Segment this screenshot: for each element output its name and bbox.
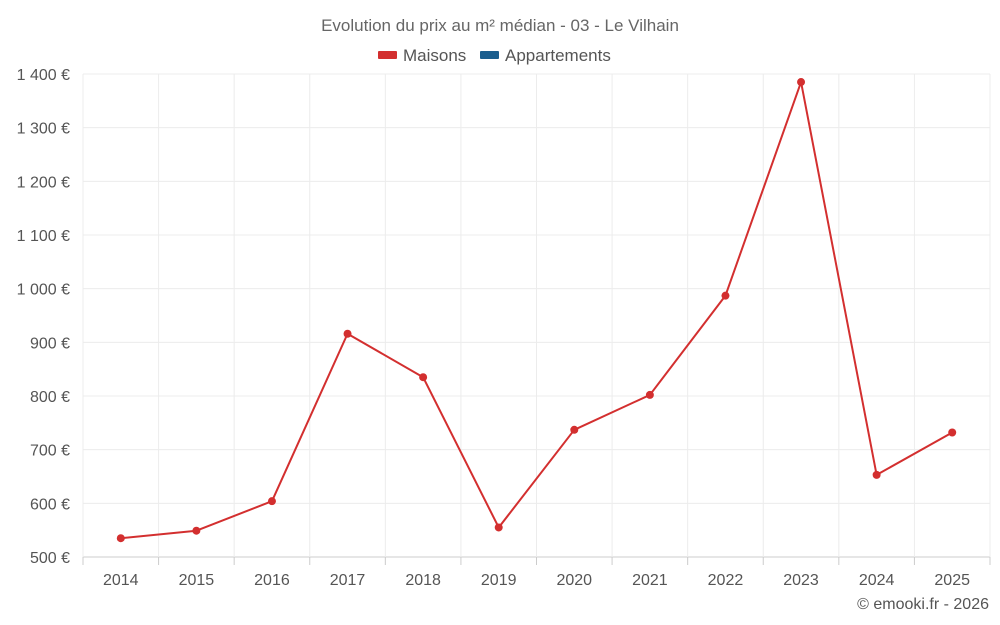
data-point[interactable] [192,526,201,535]
data-point[interactable] [116,534,125,543]
x-axis: 2014 2015 2016 2017 2018 2019 2020 2021 2022 2023… [103,572,970,589]
x-tick-label: 2021 [632,572,668,589]
x-tick-label: 2018 [405,572,441,589]
series-layer [116,78,957,543]
legend-swatch [378,51,397,59]
x-tick-label: 2022 [708,572,744,589]
credit-text: © emooki.fr - 2026 [857,596,989,613]
series-line [120,81,953,540]
x-tick-label: 2020 [556,572,592,589]
data-point[interactable] [267,497,276,506]
x-tick-label: 2014 [103,572,139,589]
data-point[interactable] [872,470,881,479]
data-point[interactable] [797,78,806,87]
data-point[interactable] [343,329,352,338]
y-tick-label: 900 € [30,335,70,352]
chart-title: Evolution du prix au m² médian - 03 - Le… [321,16,679,35]
y-tick-label: 500 € [30,550,70,567]
data-point[interactable] [645,390,654,399]
y-tick-label: 1 100 € [17,228,70,245]
y-tick-label: 600 € [30,496,70,513]
legend-label: Appartements [505,46,611,65]
data-point[interactable] [419,373,428,382]
data-point[interactable] [721,291,730,300]
legend-item[interactable]: Maisons [378,46,466,65]
y-axis: 500 € 600 € 700 € 800 € 900 € 1 000 € 1 100 € 1… [17,67,70,567]
x-tick-label: 2025 [934,572,970,589]
data-point[interactable] [570,425,579,434]
data-point[interactable] [948,428,957,437]
x-tick-label: 2023 [783,572,819,589]
legend-label: Maisons [403,46,466,65]
y-tick-label: 700 € [30,443,70,460]
grid [82,73,991,565]
x-tick-label: 2015 [179,572,215,589]
y-tick-label: 1 300 € [17,121,70,138]
x-tick-label: 2024 [859,572,895,589]
legend-swatch [480,51,499,59]
legend: Maisons Appartements [378,46,611,65]
legend-item[interactable]: Appartements [480,46,611,65]
y-tick-label: 1 200 € [17,174,70,191]
y-tick-label: 1 400 € [17,67,70,84]
y-tick-label: 800 € [30,389,70,406]
x-tick-label: 2016 [254,572,290,589]
x-tick-label: 2019 [481,572,517,589]
data-point[interactable] [494,523,503,532]
y-tick-label: 1 000 € [17,282,70,299]
x-tick-label: 2017 [330,572,366,589]
